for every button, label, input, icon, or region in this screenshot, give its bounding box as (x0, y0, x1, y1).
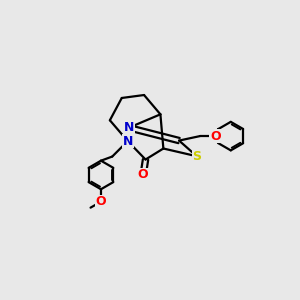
Text: N: N (122, 135, 133, 148)
Text: S: S (192, 150, 201, 163)
Text: N: N (124, 121, 134, 134)
Text: O: O (96, 195, 106, 208)
Text: O: O (210, 130, 220, 142)
Text: O: O (138, 169, 148, 182)
